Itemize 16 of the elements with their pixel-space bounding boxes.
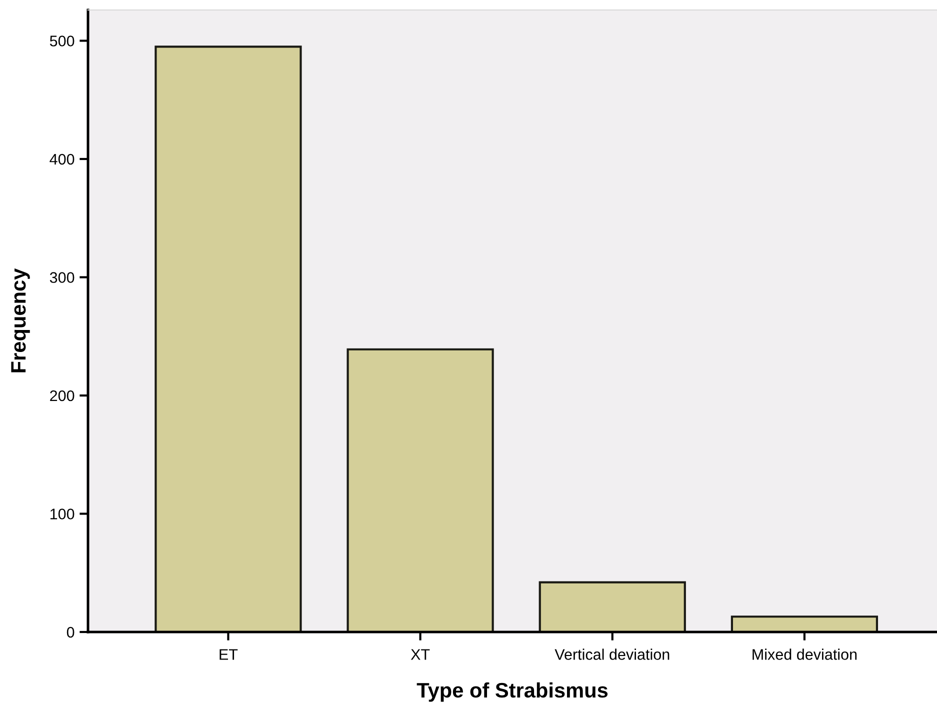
y-axis-title: Frequency (11, 268, 30, 372)
x-tick-label: XT (410, 649, 430, 660)
bar (154, 46, 302, 632)
y-tick-label: 300 (50, 272, 74, 283)
bar (346, 348, 494, 632)
y-tick-label: 400 (50, 154, 74, 165)
y-tick-label: 500 (50, 36, 74, 46)
x-tick-label: Vertical deviation (554, 648, 670, 660)
y-tick-label: 200 (50, 390, 74, 402)
x-tick-label: Mixed deviation (752, 648, 857, 660)
bar (538, 581, 686, 632)
x-axis-title: Type of Strabismus (416, 682, 608, 702)
y-tick-label: 100 (50, 508, 74, 520)
y-tick-label: 0 (66, 626, 74, 638)
bar (730, 616, 878, 632)
x-tick-label: ET (220, 649, 238, 660)
